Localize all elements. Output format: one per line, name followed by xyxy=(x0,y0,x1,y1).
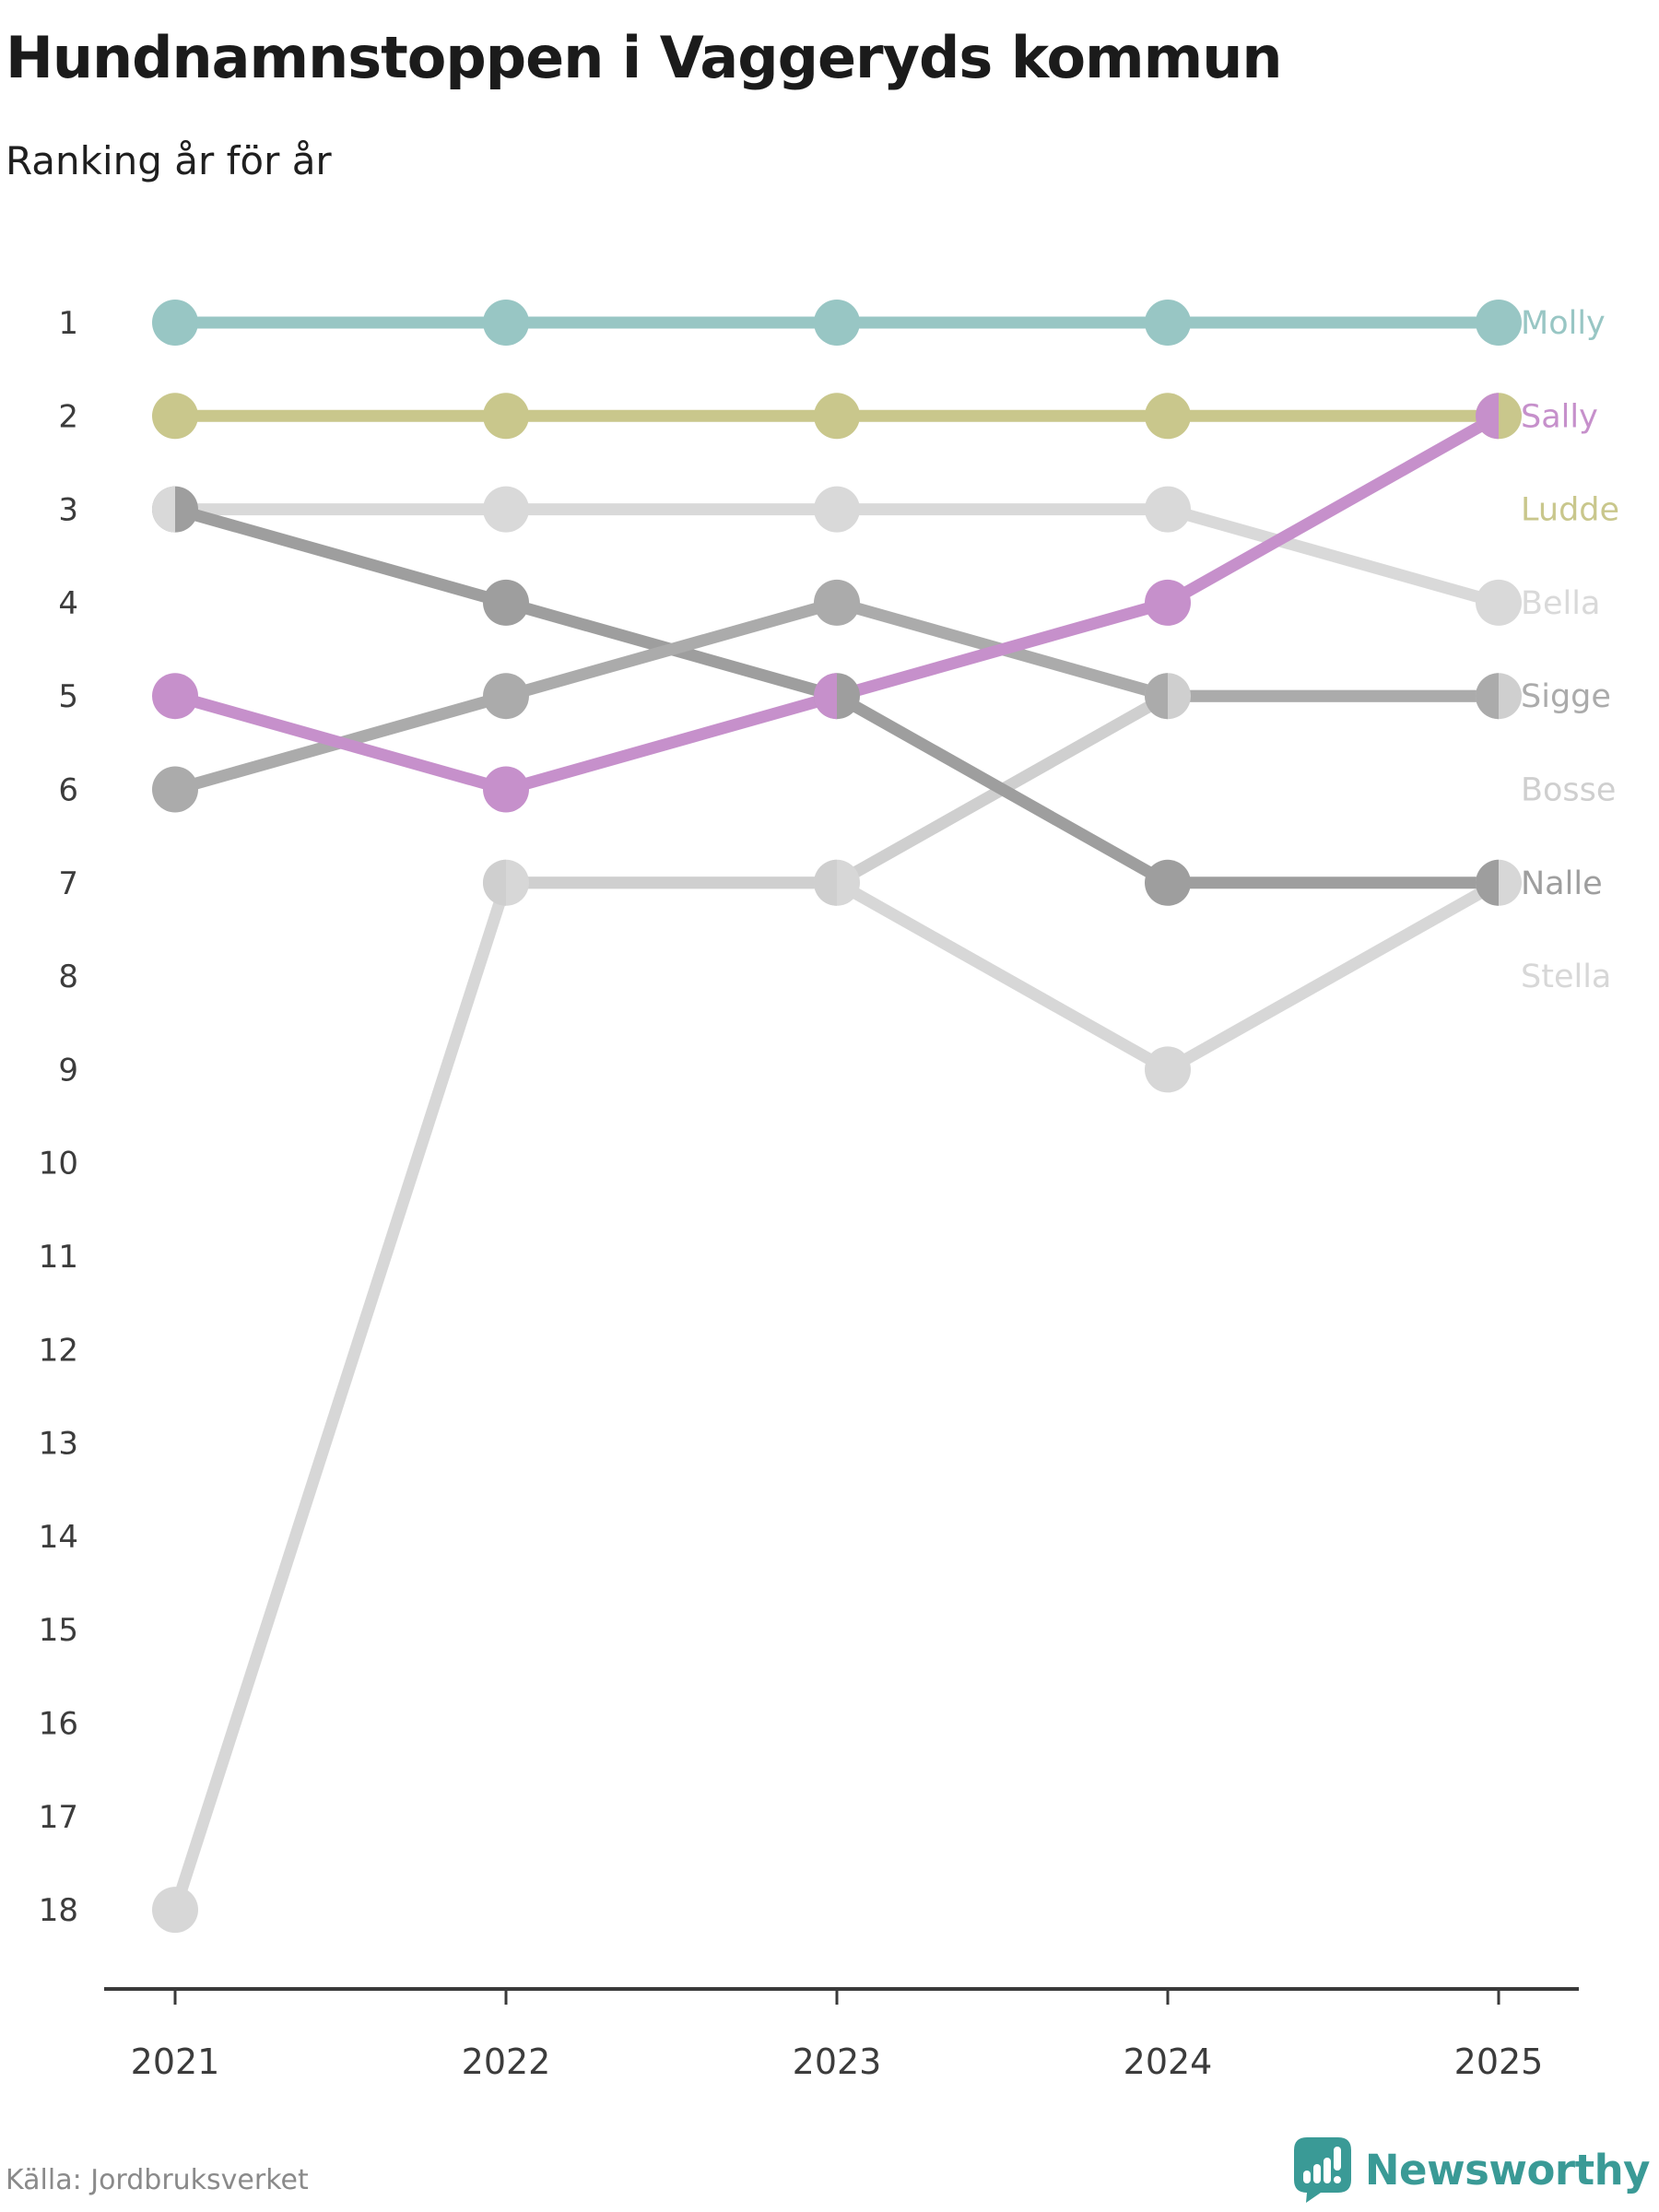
dot-left-half-sally-ludde-2025 xyxy=(1476,393,1499,440)
x-tick-2025: 2025 xyxy=(1454,2041,1544,2082)
series-label-sally: Sally xyxy=(1521,398,1598,435)
y-tick-11: 11 xyxy=(39,1239,78,1276)
series-label-stella: Stella xyxy=(1521,959,1611,995)
dot-ludde-2022 xyxy=(483,393,529,440)
dot-bella-2023 xyxy=(814,486,860,533)
y-tick-7: 7 xyxy=(58,865,78,902)
dot-molly-2023 xyxy=(814,300,860,346)
y-tick-16: 16 xyxy=(39,1706,78,1743)
dot-sally-2021 xyxy=(152,673,198,720)
dot-stella-2021 xyxy=(152,1887,198,1934)
chart-subtitle: Ranking år för år xyxy=(6,138,332,183)
dot-stella-2024 xyxy=(1145,1046,1191,1093)
y-tick-17: 17 xyxy=(39,1799,78,1836)
dot-sigge-2021 xyxy=(152,766,198,813)
series-label-nalle: Nalle xyxy=(1521,865,1603,902)
y-tick-3: 3 xyxy=(58,492,78,529)
dot-sally-2024 xyxy=(1145,579,1191,626)
dot-sigge-2023 xyxy=(814,579,860,626)
y-tick-5: 5 xyxy=(58,678,78,715)
series-label-molly: Molly xyxy=(1521,305,1606,342)
y-tick-2: 2 xyxy=(58,398,78,435)
series-label-bosse: Bosse xyxy=(1521,772,1616,809)
x-tick-2023: 2023 xyxy=(793,2041,882,2082)
dot-left-half-bosse-stella-2023 xyxy=(814,859,837,906)
y-tick-10: 10 xyxy=(39,1146,78,1182)
dot-sigge-2022 xyxy=(483,673,529,720)
series-label-ludde: Ludde xyxy=(1521,492,1619,529)
dot-bella-2024 xyxy=(1145,486,1191,533)
y-tick-8: 8 xyxy=(58,959,78,995)
series-label-sigge: Sigge xyxy=(1521,678,1611,715)
dot-left-half-sally-nalle-2023 xyxy=(814,673,837,720)
chart-title: Hundnamnstoppen i Vaggeryds kommun xyxy=(6,24,1283,91)
y-tick-14: 14 xyxy=(39,1519,78,1556)
brand-footer: Newsworthy xyxy=(1293,2136,1651,2203)
dot-sally-2022 xyxy=(483,766,529,813)
dot-left-half-nalle-stella-2025 xyxy=(1476,859,1499,906)
dot-bella-2025 xyxy=(1476,579,1522,626)
dot-molly-2022 xyxy=(483,300,529,346)
y-tick-15: 15 xyxy=(39,1612,78,1649)
dot-left-half-bella-nalle-2021 xyxy=(152,486,175,533)
dot-molly-2024 xyxy=(1145,300,1191,346)
y-tick-1: 1 xyxy=(58,305,78,342)
x-tick-2021: 2021 xyxy=(131,2041,220,2082)
y-tick-4: 4 xyxy=(58,585,78,622)
y-tick-9: 9 xyxy=(58,1052,78,1088)
brand-name: Newsworthy xyxy=(1364,2145,1651,2194)
dot-ludde-2023 xyxy=(814,393,860,440)
dot-bella-2022 xyxy=(483,486,529,533)
dot-left-half-sigge-bosse-2024 xyxy=(1145,673,1168,720)
y-tick-6: 6 xyxy=(58,772,78,809)
y-tick-12: 12 xyxy=(39,1332,78,1369)
y-tick-13: 13 xyxy=(39,1426,78,1463)
dot-left-half-bosse-stella-2022 xyxy=(483,859,506,906)
dot-ludde-2024 xyxy=(1145,393,1191,440)
dot-ludde-2021 xyxy=(152,393,198,440)
x-tick-2024: 2024 xyxy=(1124,2041,1213,2082)
bump-chart: 123456789101112131415161718MollySallyLud… xyxy=(39,300,1619,2082)
dot-nalle-2022 xyxy=(483,579,529,626)
y-tick-18: 18 xyxy=(39,1892,78,1929)
dot-nalle-2024 xyxy=(1145,859,1191,906)
x-tick-2022: 2022 xyxy=(462,2041,551,2082)
series-label-bella: Bella xyxy=(1521,585,1600,622)
series-line-stella xyxy=(169,877,1502,1912)
dot-left-half-sigge-bosse-2025 xyxy=(1476,673,1499,720)
newsworthy-logo-icon xyxy=(1293,2137,1351,2203)
dot-molly-2021 xyxy=(152,300,198,346)
source-note: Källa: Jordbruksverket xyxy=(6,2164,309,2196)
dot-molly-2025 xyxy=(1476,300,1522,346)
